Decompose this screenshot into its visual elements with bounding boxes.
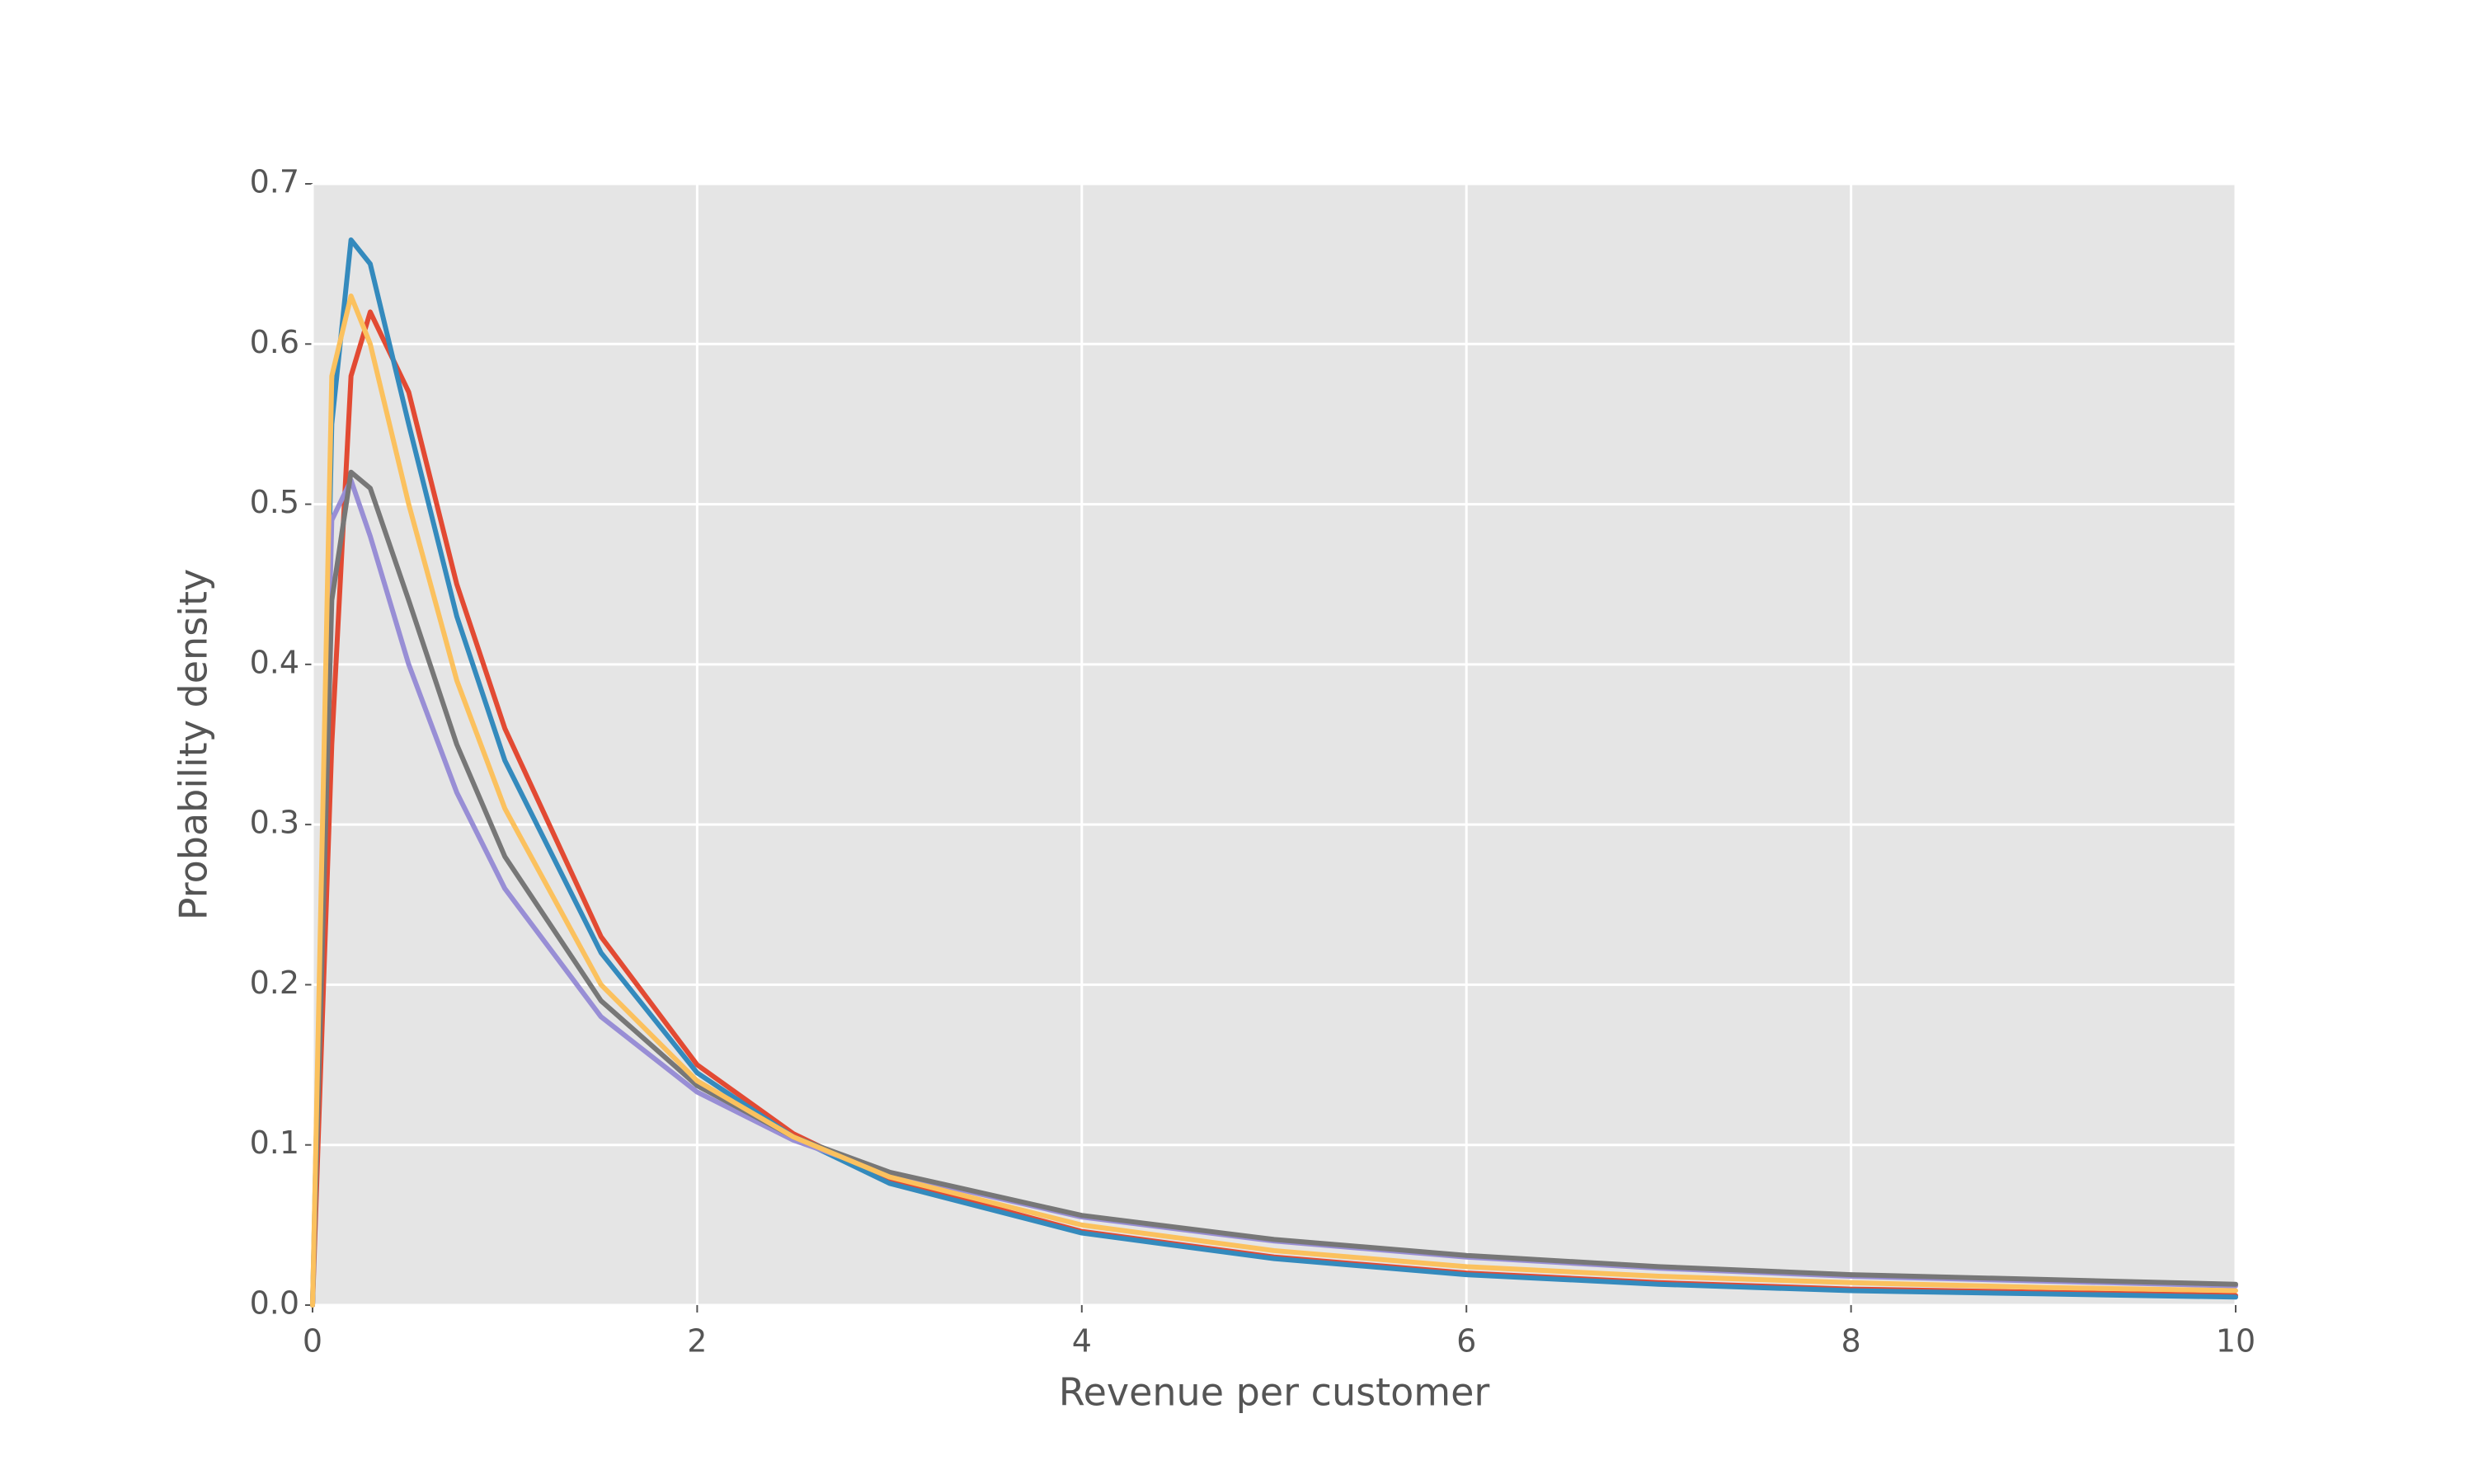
- series-line: [310, 237, 2238, 1308]
- x-tick-label: 4: [1072, 1323, 1092, 1360]
- y-axis-label: Probability density: [172, 569, 216, 920]
- y-tick-label: 0.1: [250, 1125, 299, 1161]
- y-tick-label: 0.7: [250, 164, 299, 200]
- y-tick-label: 0.3: [250, 805, 299, 841]
- y-tick-label: 0.5: [250, 484, 299, 520]
- x-tick-label: 2: [687, 1323, 707, 1360]
- x-tick-label: 8: [1841, 1323, 1861, 1360]
- plot-background: [313, 184, 2236, 1305]
- x-tick-label: 6: [1456, 1323, 1476, 1360]
- y-tick-label: 0.2: [250, 965, 299, 1001]
- y-tick-label: 0.0: [250, 1285, 299, 1322]
- y-tick-label: 0.4: [250, 644, 299, 680]
- x-tick-label: 0: [303, 1323, 322, 1360]
- series-line: [310, 294, 2238, 1308]
- x-axis-label: Revenue per customer: [1059, 1370, 1490, 1415]
- x-tick-label: 10: [2216, 1323, 2255, 1360]
- y-tick-label: 0.6: [250, 324, 299, 360]
